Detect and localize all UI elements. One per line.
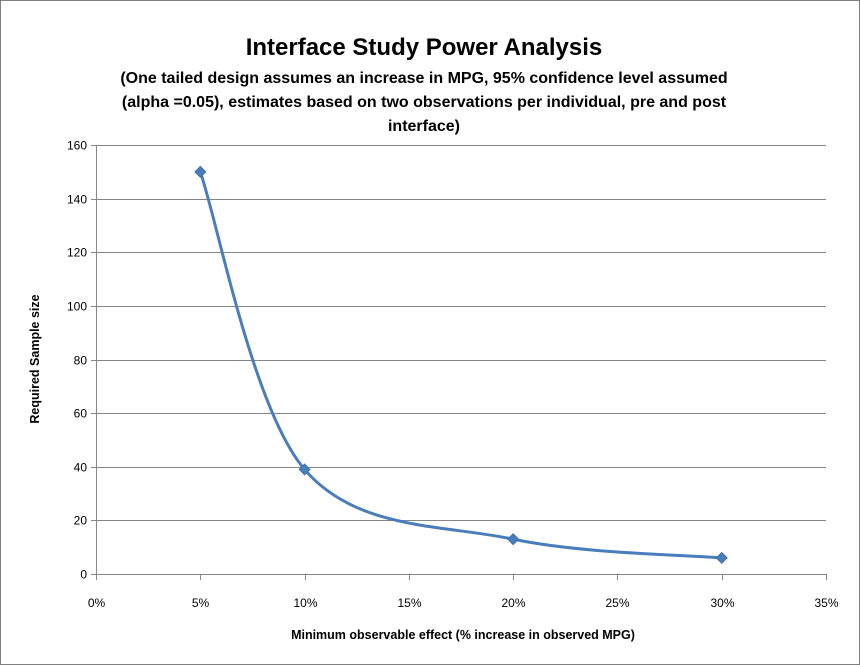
y-tick-label: 160: [67, 139, 87, 153]
chart-title: Interface Study Power Analysis: [246, 34, 603, 61]
tick-labels: 0 20 40 60 80 100 120 140 160 0% 5% 10% 15% 20% 25% 30%…: [67, 139, 839, 611]
series-layer: [194, 165, 728, 564]
data-point-marker: [715, 551, 728, 564]
y-tick-label: 40: [74, 461, 88, 475]
gridlines: [96, 145, 826, 521]
y-tick-label: 80: [74, 354, 88, 368]
x-tick-label: 35%: [814, 596, 838, 610]
axes: [91, 145, 827, 580]
series-line: [198, 171, 722, 560]
y-tick-label: 60: [74, 407, 88, 421]
chart-subtitle-line-3: interface): [388, 118, 460, 135]
x-tick-label: 10%: [293, 596, 317, 610]
y-tick-label: 120: [67, 246, 87, 260]
x-tick-label: 0%: [88, 596, 106, 610]
y-tick-label: 20: [74, 514, 88, 528]
data-point-marker: [507, 533, 520, 546]
x-tick-label: 20%: [501, 596, 525, 610]
y-tick-label: 0: [80, 568, 87, 582]
y-tick-label: 140: [67, 193, 87, 207]
x-tick-label: 30%: [710, 596, 734, 610]
data-point-marker: [194, 165, 207, 178]
y-axis-label: Required Sample size: [28, 294, 42, 423]
chart-subtitle-line-1: (One tailed design assumes an increase i…: [120, 70, 727, 87]
x-tick-label: 5%: [192, 596, 210, 610]
x-tick-label: 25%: [605, 596, 629, 610]
x-axis-label: Minimum observable effect (% increase in…: [291, 628, 635, 642]
x-tick-label: 15%: [397, 596, 421, 610]
chart-subtitle-line-2: (alpha =0.05), estimates based on two ob…: [122, 94, 727, 111]
data-point-marker: [298, 463, 311, 476]
y-tick-label: 100: [67, 300, 87, 314]
